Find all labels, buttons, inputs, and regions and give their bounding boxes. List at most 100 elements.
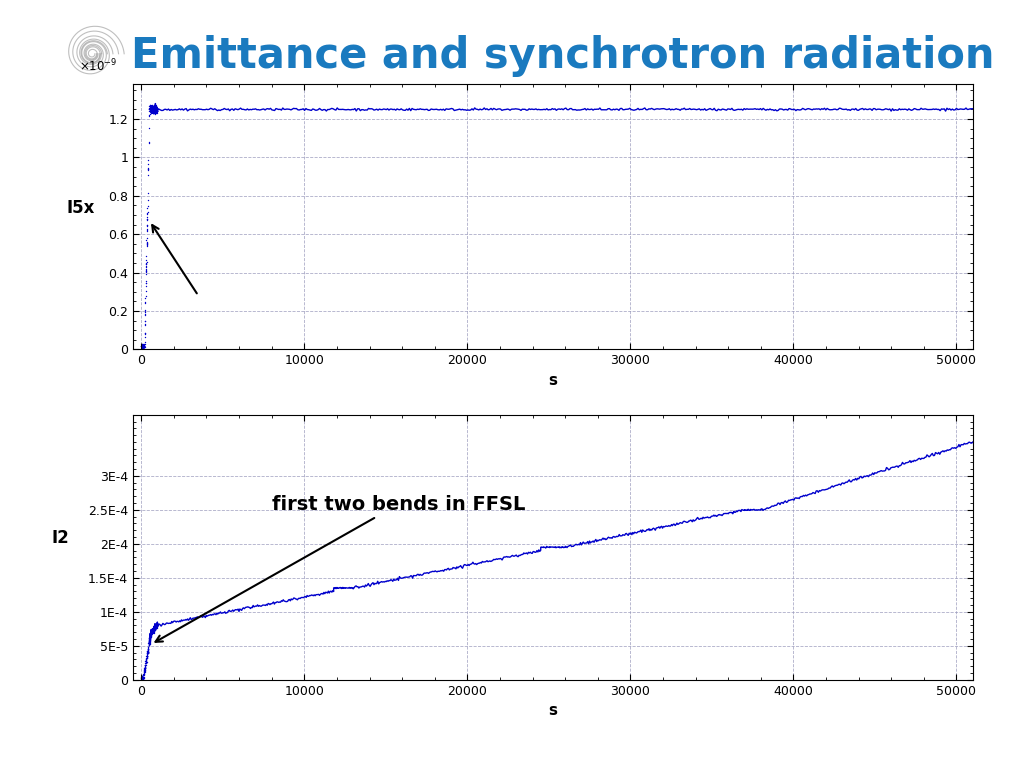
Point [143,102,160,114]
Point [147,620,164,632]
Point [133,339,150,352]
Point [145,103,162,115]
Point [134,671,151,684]
Point [147,101,164,113]
Point [143,101,160,113]
Point [141,637,158,650]
Point [134,670,151,683]
Point [148,106,165,118]
Point [143,628,160,641]
Point [135,343,152,356]
Point [142,627,159,640]
Point [136,664,153,677]
Point [135,343,152,355]
Point [136,340,153,353]
Point [135,674,152,686]
Point [144,102,161,114]
Point [138,265,155,277]
Point [138,257,155,270]
Point [145,623,162,635]
Point [141,105,158,118]
Point [146,624,163,637]
Point [137,305,154,317]
Point [143,105,160,118]
Point [138,650,155,662]
Point [136,341,153,353]
Point [136,343,153,355]
Point [133,342,150,354]
Point [146,624,163,636]
Point [133,672,150,684]
Point [133,671,150,684]
Point [138,264,155,276]
Point [134,339,151,352]
Point [137,317,154,329]
Point [137,661,154,674]
Point [137,661,154,674]
Point [134,339,151,351]
Point [141,103,158,115]
Point [133,340,150,353]
Point [146,106,163,118]
Point [137,657,154,669]
Point [144,105,161,118]
Point [135,341,152,353]
Point [139,646,156,658]
Point [144,103,161,115]
Point [139,187,156,199]
Point [134,670,151,683]
Point [140,121,157,134]
Point [137,310,154,322]
Point [137,659,154,671]
Point [150,619,166,631]
Point [143,103,160,115]
Point [139,225,156,237]
Point [148,621,165,634]
Point [141,101,158,114]
Point [141,631,158,643]
Point [140,644,157,656]
Point [139,644,156,657]
Point [137,656,154,668]
Point [134,342,151,354]
Point [147,105,164,118]
Point [138,650,155,662]
Point [144,624,161,637]
Point [140,646,157,658]
Point [143,624,160,636]
Point [139,646,156,658]
Point [145,103,162,115]
Point [141,630,158,642]
Point [135,339,152,352]
Point [143,626,160,638]
Point [144,625,161,637]
Point [139,644,156,656]
Point [146,620,163,632]
Point [138,654,155,666]
Point [146,622,163,634]
Point [134,671,151,684]
Point [144,626,161,638]
Point [147,101,164,114]
Point [147,101,164,114]
Point [141,101,158,113]
Point [137,655,154,667]
Point [148,104,165,117]
Point [138,649,155,661]
Point [136,665,153,677]
Point [145,621,162,634]
Point [135,671,152,684]
Point [144,106,161,118]
Point [139,164,156,176]
Point [143,102,160,114]
Point [148,620,165,632]
Point [146,621,163,633]
Point [147,619,164,631]
Point [142,631,159,644]
Point [142,632,159,644]
Point [141,635,158,647]
Point [146,108,163,120]
Point [143,103,160,115]
Point [143,626,160,638]
Point [146,621,163,634]
